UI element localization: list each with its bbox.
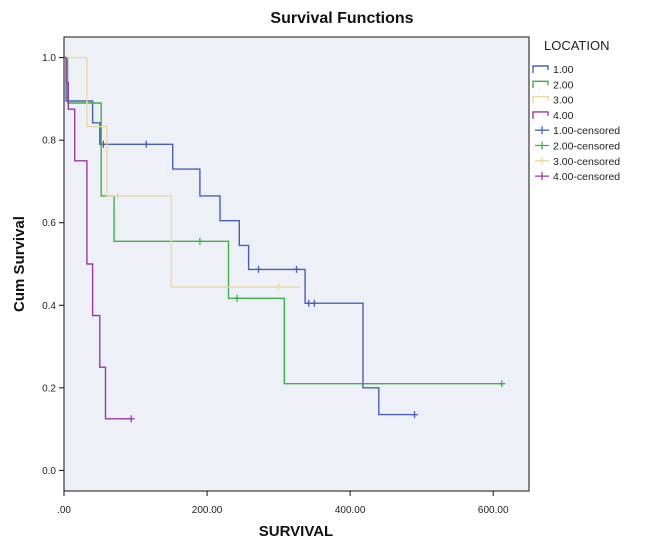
legend-title: LOCATION [544,38,610,53]
legend-plus-swatch [535,172,549,181]
survival-line-4.00 [64,56,132,420]
censor-mark-3.00 [114,192,122,200]
legend-step-swatch [532,80,549,89]
censor-mark-2.00 [196,237,204,245]
y-axis: 0.0 0.2 0.4 0.6 0.8 1.0 [42,53,64,477]
y-tick-label: 0.2 [42,383,56,394]
legend-plus-swatch [535,141,549,150]
y-tick-label: 0.0 [42,466,56,477]
legend-entry-label: 3.00-censored [553,156,620,168]
y-tick-label: 0.6 [42,218,56,229]
x-axis-label: SURVIVAL [259,523,333,540]
y-tick-label: 0.8 [42,136,56,147]
chart-title: Survival Functions [270,10,413,27]
legend-entry-label: 2.00 [553,79,574,91]
plot-area [63,36,530,492]
legend-entry-label: 4.00-censored [553,171,620,183]
legend-step-swatch [532,65,549,73]
survival-line-3.00 [64,56,301,288]
censor-mark-1.00 [310,299,318,307]
legend-entry-label: 3.00 [553,95,574,107]
x-tick-label: 400.00 [335,505,366,516]
legend-entry-label: 4.00 [553,110,574,122]
censor-mark-2.00 [498,380,506,388]
survival-line-1.00 [64,56,415,416]
censor-mark-1.00 [255,265,263,273]
censor-mark-2.00 [233,294,241,302]
legend-step-swatch [532,95,549,104]
y-axis-label: Cum Survival [11,216,28,312]
censor-mark-3.00 [275,283,283,291]
y-tick-label: 1.0 [42,53,56,64]
x-tick-label: 200.00 [192,505,223,516]
censor-mark-1.00 [293,265,300,273]
x-axis: .00 200.00 400.00 600.00 [57,491,509,516]
legend-entry-label: 1.00-censored [553,125,620,137]
legend-step-swatch [532,111,549,119]
y-tick-label: 0.4 [42,301,56,312]
legend-entry-label: 1.00 [553,64,574,76]
censor-mark-4.00 [127,415,135,423]
legend-plus-swatch [535,126,549,135]
series-layer [64,56,506,423]
censor-mark-1.00 [411,411,419,419]
x-tick-label: 600.00 [478,505,509,516]
censor-mark-1.00 [142,140,150,148]
legend-plus-swatch [535,156,549,165]
x-tick-label: .00 [57,505,71,516]
legend-entry-label: 2.00-censored [553,141,620,153]
legend: 1.00 2.00 3.00 4.00 1.00-censored 2.00-censor… [532,64,620,183]
survival-line-2.00 [64,56,502,385]
